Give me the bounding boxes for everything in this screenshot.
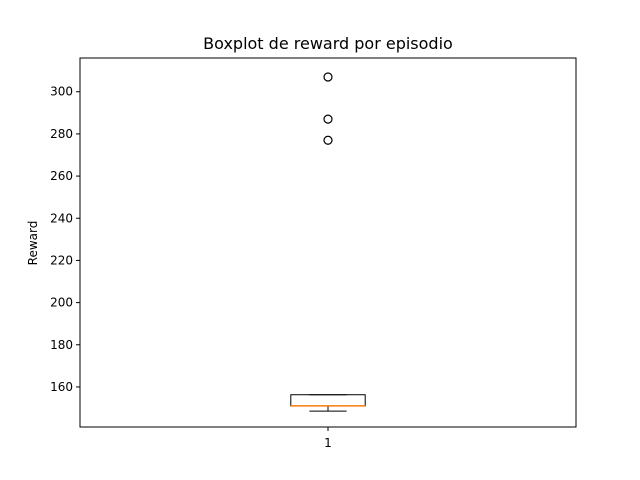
chart-title: Boxplot de reward por episodio bbox=[203, 34, 453, 53]
outlier-point bbox=[323, 72, 333, 82]
box-group bbox=[290, 72, 366, 412]
y-tick-label: 260 bbox=[50, 169, 73, 183]
x-tick-label: 1 bbox=[324, 436, 332, 450]
y-tick-label: 160 bbox=[50, 380, 73, 394]
y-tick-label: 180 bbox=[50, 338, 73, 352]
outlier-point bbox=[323, 135, 333, 145]
y-tick-label: 280 bbox=[50, 127, 73, 141]
y-tick-label: 240 bbox=[50, 211, 73, 225]
x-axis: 1 bbox=[324, 427, 332, 450]
y-tick-label: 300 bbox=[50, 85, 73, 99]
y-tick-label: 220 bbox=[50, 253, 73, 267]
y-axis-label: Reward bbox=[26, 221, 40, 266]
box bbox=[290, 394, 366, 407]
outlier-point bbox=[323, 114, 333, 124]
plot-frame bbox=[79, 57, 577, 428]
y-tick-label: 200 bbox=[50, 296, 73, 310]
y-axis: 160 180 200 220 240 260 280 300 bbox=[50, 85, 80, 394]
